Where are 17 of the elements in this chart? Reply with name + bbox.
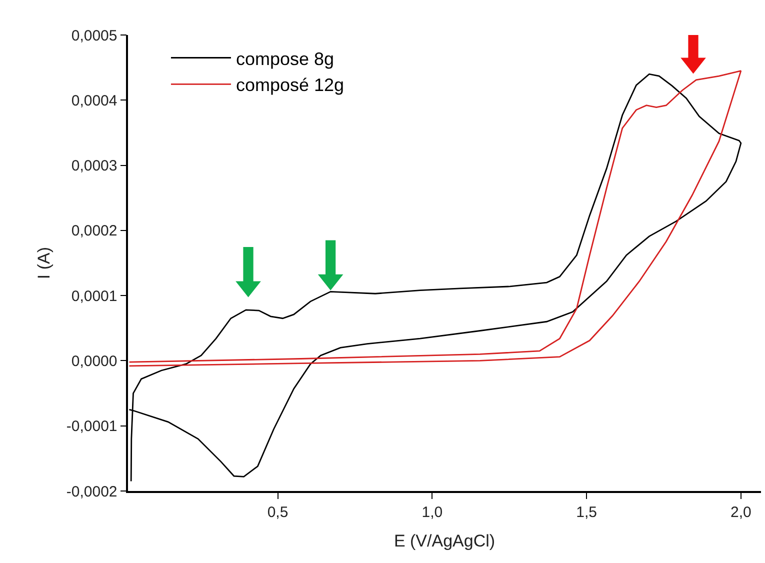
legend-label: composé 12g bbox=[236, 75, 344, 96]
y-tick-label: 0,0002 bbox=[71, 222, 118, 240]
y-tick-label: -0,0002 bbox=[66, 483, 118, 500]
x-axis-title: E (V/AgAgCl) bbox=[394, 532, 496, 551]
x-tick-label: 1,0 bbox=[422, 504, 443, 521]
y-tick-label: -0,0001 bbox=[66, 418, 118, 436]
y-axis-title: I (A) bbox=[34, 246, 54, 280]
x-tick-label: 0,5 bbox=[267, 504, 288, 521]
y-tick-label: 0,0003 bbox=[71, 158, 118, 175]
y-tick-label: 0,0000 bbox=[71, 352, 118, 370]
y-tick-label: 0,0004 bbox=[71, 92, 118, 110]
legend-label: compose 8g bbox=[236, 48, 334, 69]
x-tick-label: 2,0 bbox=[730, 504, 752, 521]
x-tick-label: 1,5 bbox=[576, 504, 597, 521]
line-series bbox=[128, 70, 742, 367]
y-tick-label: 0,0001 bbox=[71, 288, 118, 305]
y-tick-label: 0,0005 bbox=[71, 27, 118, 44]
